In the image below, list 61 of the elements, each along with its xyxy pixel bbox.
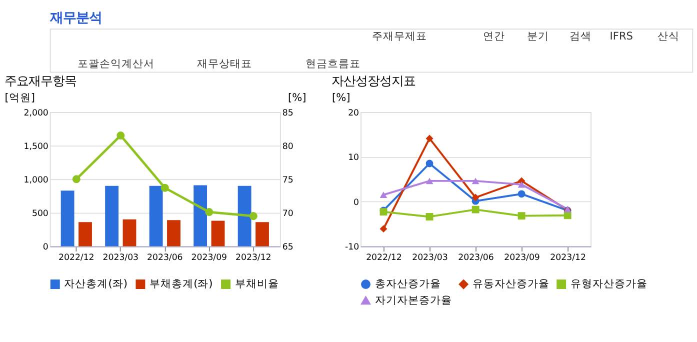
bar bbox=[256, 222, 269, 246]
x-tick-label: 2023/03 bbox=[412, 253, 448, 264]
y-tick-label: 0 bbox=[42, 242, 48, 253]
x-tick-label: 2022/12 bbox=[366, 253, 402, 264]
chart-title: 자산성장성지표 bbox=[332, 73, 416, 88]
y-tick-label: -10 bbox=[344, 242, 360, 253]
bar bbox=[149, 186, 163, 246]
y2-tick-label: 70 bbox=[282, 209, 294, 220]
y-axis-title: [억원] bbox=[4, 92, 35, 104]
text: 산식 bbox=[658, 30, 680, 42]
bar bbox=[238, 186, 252, 246]
text: IFRS bbox=[610, 30, 634, 42]
y-tick-label: 500 bbox=[32, 209, 48, 220]
y2-tick-label: 80 bbox=[282, 142, 294, 152]
text: 재무상태표 bbox=[197, 58, 252, 70]
text: 현금흐름표 bbox=[306, 58, 361, 70]
x-tick-label: 2023/06 bbox=[458, 253, 494, 264]
x-tick-label: 2023/12 bbox=[236, 253, 272, 264]
y-tick-label: 0 bbox=[354, 198, 360, 208]
y-tick-label: 20 bbox=[348, 108, 360, 118]
bar bbox=[122, 219, 136, 246]
bar bbox=[167, 220, 180, 246]
point bbox=[249, 212, 258, 220]
y2-axis-title: [%] bbox=[288, 92, 306, 104]
text: 분기 bbox=[527, 30, 550, 42]
text: 검색 bbox=[570, 30, 592, 42]
point bbox=[72, 175, 80, 184]
text: 주재무제표 bbox=[372, 30, 427, 42]
y2-tick-label: 75 bbox=[282, 176, 294, 186]
text: 연간 bbox=[482, 30, 505, 42]
text: 재무분석 bbox=[48, 10, 102, 26]
bar bbox=[211, 220, 225, 246]
x-tick-label: 2023/03 bbox=[102, 253, 139, 264]
x-tick-label: 2023/09 bbox=[504, 253, 540, 264]
legend-label: 총자산증가율 bbox=[374, 278, 441, 290]
x-tick-label: 2023/12 bbox=[550, 253, 586, 264]
legend-label: 자기자본증가율 bbox=[374, 294, 452, 306]
legend-label: 부채비율 bbox=[234, 278, 279, 290]
y-tick-label: 2,000 bbox=[24, 108, 48, 118]
x-tick-label: 2022/12 bbox=[58, 253, 94, 264]
legend-label: 부채총계(좌) bbox=[150, 278, 213, 290]
bar bbox=[194, 185, 208, 246]
bar bbox=[60, 190, 74, 246]
y2-tick-label: 65 bbox=[282, 242, 294, 253]
x-tick-label: 2023/09 bbox=[191, 253, 228, 264]
point bbox=[160, 184, 169, 192]
y-tick-label: 1,500 bbox=[24, 142, 48, 152]
y2-tick-label: 85 bbox=[282, 108, 294, 118]
point bbox=[116, 132, 125, 140]
legend-label: 유동자산증가율 bbox=[472, 278, 550, 290]
point bbox=[205, 208, 214, 216]
y-tick-label: 10 bbox=[348, 153, 360, 164]
legend-label: 자산총계(좌) bbox=[64, 278, 128, 290]
text: 포괄손익계산서 bbox=[77, 58, 154, 70]
chart-title: 주요재무항목 bbox=[4, 73, 77, 88]
bar bbox=[78, 222, 92, 246]
y-tick-label: 1,000 bbox=[24, 176, 48, 186]
bar bbox=[105, 186, 119, 246]
y-axis-title: [%] bbox=[332, 92, 350, 104]
legend-label: 유형자산증가율 bbox=[570, 278, 648, 290]
x-tick-label: 2023/06 bbox=[147, 253, 183, 264]
